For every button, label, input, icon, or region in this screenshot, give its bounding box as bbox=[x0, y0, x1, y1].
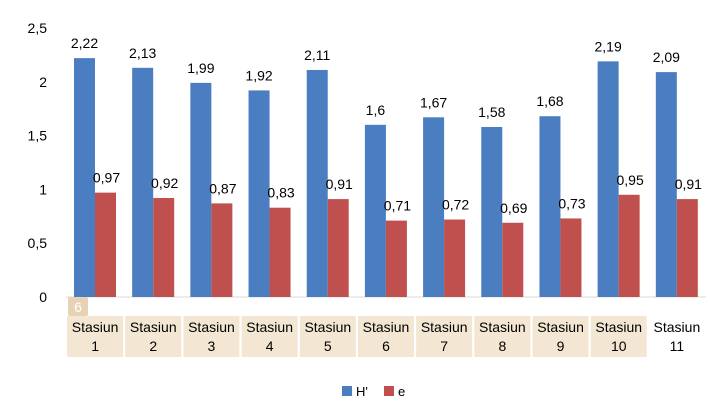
data-label: 0,72 bbox=[442, 197, 469, 213]
category-label-highlight bbox=[590, 316, 647, 357]
legend: H' e bbox=[342, 384, 405, 399]
x-tick-label: 5 bbox=[324, 338, 332, 354]
x-tick-label: Stasiun bbox=[421, 319, 468, 335]
data-label: 0,95 bbox=[617, 172, 644, 188]
category-label-highlight bbox=[474, 316, 531, 357]
legend-swatch bbox=[342, 386, 352, 396]
y-tick-label: 2 bbox=[39, 74, 47, 90]
x-tick-label: Stasiun bbox=[479, 319, 526, 335]
bar-e bbox=[444, 219, 466, 297]
data-label: 1,58 bbox=[478, 104, 505, 120]
x-tick-label: 8 bbox=[498, 338, 506, 354]
bar-h bbox=[481, 126, 503, 297]
bar-e bbox=[502, 222, 524, 297]
category-label-highlight bbox=[532, 316, 589, 357]
category-label-highlight bbox=[241, 316, 298, 357]
category-label-highlight bbox=[67, 316, 124, 357]
data-label: 0,71 bbox=[384, 198, 411, 214]
category-label-highlight bbox=[358, 316, 414, 357]
data-label: 2,13 bbox=[129, 45, 156, 61]
overlay-badge-label: 6 bbox=[74, 299, 82, 315]
category-label-highlights: 6 bbox=[67, 297, 647, 357]
x-tick-label: Stasiun bbox=[188, 319, 235, 335]
x-tick-label: Stasiun bbox=[72, 319, 119, 335]
x-tick-label: 10 bbox=[611, 338, 627, 354]
data-label: 0,97 bbox=[93, 170, 120, 186]
bar-h bbox=[423, 117, 445, 297]
x-tick-label: 1 bbox=[91, 338, 99, 354]
bar-e bbox=[269, 207, 291, 297]
data-labels: 2,22 2,13 1,99 1,92 2,11 1,6 1,67 1,58 1,68 2,19 2… bbox=[71, 35, 702, 216]
bar-e bbox=[560, 218, 582, 297]
y-tick-label: 2,5 bbox=[28, 20, 48, 36]
bar-h bbox=[74, 58, 95, 298]
bar-e bbox=[95, 192, 116, 297]
bar-e bbox=[153, 198, 175, 297]
x-tick-label: 9 bbox=[557, 338, 565, 354]
x-tick-label: 11 bbox=[670, 338, 685, 354]
bar-h bbox=[364, 124, 386, 297]
bar-e bbox=[385, 220, 407, 297]
bar-h bbox=[132, 67, 154, 297]
legend-swatch bbox=[384, 386, 394, 396]
data-label: 2,22 bbox=[71, 35, 98, 51]
x-tick-label: Stasiun bbox=[654, 319, 701, 335]
legend-label: H' bbox=[356, 384, 368, 399]
x-tick-label: Stasiun bbox=[595, 319, 642, 335]
bar-h bbox=[248, 90, 270, 298]
x-tick-label: Stasiun bbox=[363, 319, 410, 335]
category-label-highlight bbox=[416, 316, 473, 357]
bar-e bbox=[211, 203, 233, 297]
data-label: 1,68 bbox=[536, 93, 563, 109]
data-label: 0,83 bbox=[267, 185, 294, 201]
data-label: 1,99 bbox=[187, 60, 214, 76]
category-label-highlight bbox=[183, 316, 240, 357]
overlay-badge bbox=[68, 297, 88, 316]
data-label: 0,87 bbox=[209, 180, 236, 196]
data-label: 0,92 bbox=[151, 175, 178, 191]
x-tick-label: 3 bbox=[208, 338, 216, 354]
bar-h bbox=[655, 72, 677, 297]
data-label: 0,91 bbox=[326, 176, 353, 192]
x-tick-label: 4 bbox=[266, 338, 274, 354]
bar-e bbox=[327, 199, 349, 297]
data-label: 1,92 bbox=[245, 67, 272, 83]
bar-h bbox=[597, 61, 619, 297]
bar-e bbox=[676, 199, 698, 297]
bars bbox=[74, 58, 698, 298]
x-tick-label: Stasiun bbox=[246, 319, 293, 335]
data-label: 0,91 bbox=[675, 176, 702, 192]
data-label: 2,09 bbox=[653, 49, 680, 65]
x-tick-label: Stasiun bbox=[304, 319, 351, 335]
bar-e bbox=[618, 194, 640, 297]
y-tick-label: 0,5 bbox=[28, 235, 48, 251]
data-label: 2,19 bbox=[595, 38, 622, 54]
data-label: 1,6 bbox=[366, 102, 386, 118]
data-label: 1,67 bbox=[420, 94, 447, 110]
category-label-highlight bbox=[299, 316, 356, 357]
data-label: 0,73 bbox=[558, 195, 585, 211]
x-tick-label: 2 bbox=[149, 338, 157, 354]
bar-h bbox=[306, 69, 328, 298]
x-tick-label: Stasiun bbox=[130, 319, 177, 335]
y-tick-label: 1,5 bbox=[28, 128, 48, 144]
x-axis-labels: Stasiun 1 Stasiun 2 Stasiun 3 Stasiun 4 Stasiun 5… bbox=[72, 319, 701, 354]
x-tick-label: 6 bbox=[382, 338, 390, 354]
x-tick-label: Stasiun bbox=[537, 319, 584, 335]
bar-h bbox=[539, 116, 561, 298]
category-label-highlight bbox=[125, 316, 182, 357]
x-tick-label: 7 bbox=[440, 338, 448, 354]
bar-h bbox=[190, 82, 212, 297]
data-label: 2,11 bbox=[304, 47, 330, 63]
y-tick-label: 0 bbox=[39, 289, 47, 305]
data-label: 0,69 bbox=[500, 200, 527, 216]
y-tick-label: 1 bbox=[39, 181, 47, 197]
legend-label: e bbox=[398, 384, 405, 399]
